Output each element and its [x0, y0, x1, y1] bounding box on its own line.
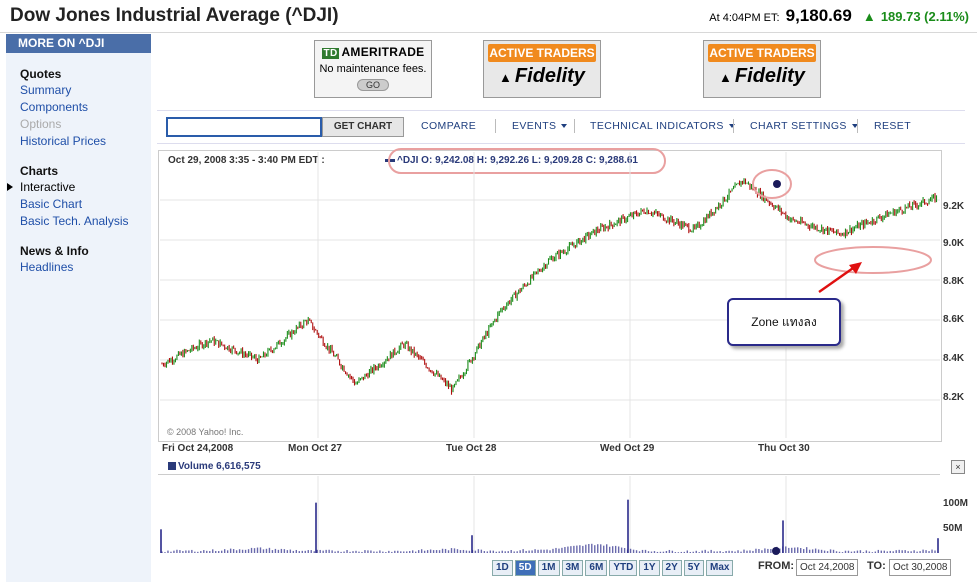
chevron-down-icon — [561, 124, 568, 129]
range-button-2y[interactable]: 2Y — [661, 560, 682, 576]
x-tick-label: Wed Oct 29 — [600, 443, 655, 454]
ameritrade-ad[interactable]: TD AMERITRADE No maintenance fees. GO — [314, 40, 432, 98]
toolbar-divider — [857, 119, 858, 133]
x-tick-label: Fri Oct 24,2008 — [162, 443, 234, 454]
ameritrade-go-button[interactable]: GO — [356, 79, 389, 91]
volume-readout: Volume 6,616,575 — [168, 461, 261, 472]
quote-time: At 4:04PM ET: — [709, 12, 780, 24]
range-button-1y[interactable]: 1Y — [639, 560, 660, 576]
from-date-input[interactable]: Oct 24,2008 — [796, 559, 859, 576]
sidebar-link-historical-prices[interactable]: Historical Prices — [20, 134, 107, 148]
up-arrow-icon: ▲ — [862, 9, 876, 24]
close-icon[interactable]: × — [951, 460, 965, 474]
y-tick-label: 8.8K — [943, 276, 965, 287]
sidebar-link-options: Options — [20, 117, 62, 131]
fidelity-logo: ▲ Fidelity — [499, 65, 585, 87]
sidebar-section-charts: Charts Interactive Basic Chart Basic Tec… — [6, 164, 151, 230]
chart-toolbar: GET CHART COMPARE EVENTS TECHNICAL INDIC… — [157, 110, 965, 144]
zone-highlight-oval — [814, 246, 932, 274]
page-title: Dow Jones Industrial Average (^DJI) — [10, 5, 339, 26]
symbol-search-input[interactable] — [166, 117, 322, 137]
from-label: FROM: — [758, 560, 795, 572]
sidebar-section-title: Quotes — [20, 67, 62, 81]
range-button-max[interactable]: Max — [706, 560, 734, 576]
sidebar-section-news: News & Info Headlines — [6, 244, 151, 276]
compare-button[interactable]: COMPARE — [421, 120, 477, 132]
toolbar-divider — [495, 119, 496, 133]
chart-settings-menu[interactable]: CHART SETTINGS — [750, 120, 858, 132]
sidebar-link-components[interactable]: Components — [20, 100, 89, 114]
series-swatch — [168, 462, 176, 471]
fidelity-ad-2[interactable]: ACTIVE TRADERS ▲ Fidelity — [703, 40, 821, 98]
annotation-arrow — [818, 265, 857, 293]
crosshair-dot — [773, 180, 781, 188]
reset-button[interactable]: RESET — [874, 120, 912, 132]
ameritrade-slogan: No maintenance fees. — [319, 63, 427, 75]
sidebar-link-basic-tech-analysis[interactable]: Basic Tech. Analysis — [20, 214, 129, 228]
x-tick-label: Mon Oct 27 — [288, 443, 342, 454]
y-tick-label: 8.6K — [943, 314, 965, 325]
fidelity-ad-tag: ACTIVE TRADERS — [488, 44, 596, 62]
volume-dot — [772, 547, 780, 555]
sidebar-link-interactive[interactable]: Interactive — [7, 179, 151, 196]
sidebar-section-title: News & Info — [20, 244, 89, 258]
quote-change: 189.73 (2.11%) — [880, 9, 969, 24]
quote-price: 9,180.69 — [785, 6, 852, 25]
y-tick-label: 8.2K — [943, 392, 965, 403]
fidelity-ad-1[interactable]: ACTIVE TRADERS ▲ Fidelity — [483, 40, 601, 98]
range-button-1d[interactable]: 1D — [492, 560, 513, 576]
toolbar-divider — [574, 119, 575, 133]
sidebar-link-summary[interactable]: Summary — [20, 83, 72, 97]
chevron-down-icon — [851, 124, 858, 129]
price-chart-area[interactable] — [158, 150, 942, 442]
get-chart-button[interactable]: GET CHART — [322, 117, 404, 137]
range-button-1m[interactable]: 1M — [537, 560, 560, 576]
y-tick-label: 8.4K — [943, 353, 965, 364]
volume-tick-label: 50M — [943, 523, 963, 534]
fidelity-pyramid-icon: ▲ — [719, 70, 732, 85]
x-tick-label: Tue Oct 28 — [446, 443, 497, 454]
sidebar: MORE ON ^DJI Quotes Summary Components O… — [6, 34, 151, 582]
ohlc-highlight-oval — [388, 148, 666, 174]
y-tick-label: 9.0K — [943, 238, 965, 249]
fidelity-pyramid-icon: ▲ — [499, 70, 512, 85]
technical-indicators-menu[interactable]: TECHNICAL INDICATORS — [590, 120, 735, 132]
fidelity-logo: ▲ Fidelity — [719, 65, 805, 87]
toolbar-divider — [733, 119, 734, 133]
sidebar-head: MORE ON ^DJI — [6, 34, 151, 53]
range-selector: 1D 5D 1M 3M 6M YTD 1Y 2Y 5Y Max — [492, 559, 735, 576]
range-button-ytd[interactable]: YTD — [609, 560, 638, 576]
sidebar-link-headlines[interactable]: Headlines — [20, 260, 74, 274]
range-button-5d[interactable]: 5D — [514, 560, 536, 576]
chart-info-time: Oct 29, 2008 3:35 - 3:40 PM EDT : — [168, 155, 325, 166]
volume-chart-area — [158, 474, 940, 555]
volume-tick-label: 100M — [943, 498, 969, 509]
x-tick-label: Thu Oct 30 — [758, 443, 810, 454]
sidebar-section-title: Charts — [20, 164, 59, 178]
sidebar-link-basic-chart[interactable]: Basic Chart — [20, 197, 83, 211]
sidebar-section-quotes: Quotes Summary Components Options Histor… — [6, 67, 151, 150]
peak-highlight-oval — [752, 169, 792, 199]
fidelity-ad-tag: ACTIVE TRADERS — [708, 44, 816, 62]
chevron-down-icon — [728, 124, 735, 129]
range-button-5y[interactable]: 5Y — [683, 560, 705, 576]
annotation-callout: Zone แทงลง — [727, 298, 841, 346]
to-date-input[interactable]: Oct 30,2008 — [889, 559, 952, 576]
quote-header: Dow Jones Industrial Average (^DJI) At 4… — [0, 0, 977, 33]
y-tick-label: 9.2K — [943, 201, 965, 212]
quote-summary: At 4:04PM ET: 9,180.69 ▲ 189.73 (2.11%) — [709, 6, 969, 26]
to-label: TO: — [867, 560, 886, 572]
range-button-3m[interactable]: 3M — [561, 560, 584, 576]
copyright-text: © 2008 Yahoo! Inc. — [167, 427, 244, 437]
events-menu[interactable]: EVENTS — [512, 120, 568, 132]
ameritrade-logo: TD AMERITRADE — [321, 45, 425, 59]
range-button-6m[interactable]: 6M — [585, 560, 608, 576]
arrow-head — [849, 262, 862, 274]
